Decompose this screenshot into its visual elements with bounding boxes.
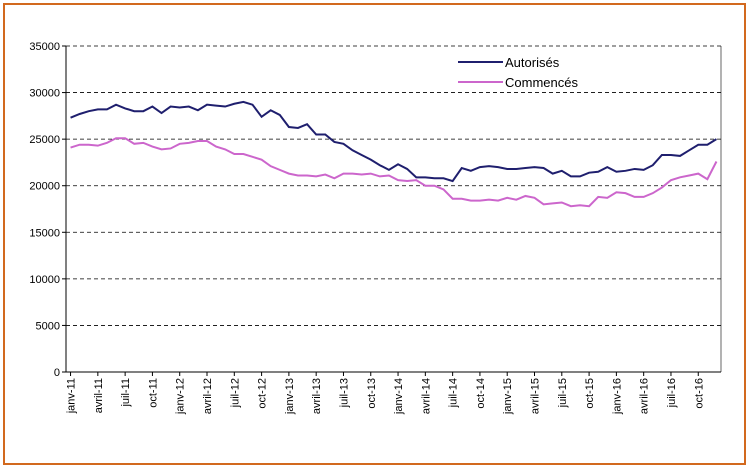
y-tick-label: 5000 bbox=[36, 320, 60, 332]
y-tick-label: 30000 bbox=[29, 88, 60, 100]
x-tick-label: oct-14 bbox=[475, 378, 487, 409]
x-tick-label: avril-12 bbox=[202, 378, 214, 414]
x-tick-label: janv-12 bbox=[175, 378, 187, 415]
frame bbox=[3, 3, 746, 465]
x-tick-label: oct-12 bbox=[257, 378, 269, 409]
y-tick-label: 35000 bbox=[29, 41, 60, 53]
x-tick-label: oct-16 bbox=[693, 378, 705, 409]
series-line bbox=[70, 100, 717, 183]
x-tick-label: juil-12 bbox=[229, 378, 241, 408]
legend-label: Autorisés bbox=[505, 55, 560, 70]
x-tick-label: avril-14 bbox=[420, 378, 432, 414]
x-tick-label: juil-11 bbox=[120, 378, 132, 408]
x-tick-label: janv-16 bbox=[611, 378, 623, 415]
x-tick-label: avril-11 bbox=[93, 378, 105, 413]
y-tick-label: 15000 bbox=[29, 227, 60, 239]
x-tick-label: juil-13 bbox=[338, 378, 350, 408]
x-tick-label: oct-15 bbox=[584, 378, 596, 409]
x-tick-label: avril-15 bbox=[530, 378, 542, 414]
x-tick-label: avril-13 bbox=[311, 378, 323, 414]
x-tick-label: juil-16 bbox=[666, 378, 678, 408]
x-tick-label: janv-15 bbox=[502, 378, 514, 415]
x-tick-label: oct-11 bbox=[147, 378, 159, 408]
x-tick-label: janv-14 bbox=[393, 378, 405, 415]
y-tick-label: 0 bbox=[54, 367, 60, 379]
legend-label: Commencés bbox=[505, 75, 578, 90]
x-tick-label: avril-16 bbox=[639, 378, 651, 414]
x-tick-label: juil-15 bbox=[557, 378, 569, 408]
x-tick-label: janv-11 bbox=[66, 378, 78, 414]
x-tick-label: janv-13 bbox=[284, 378, 296, 415]
series-line bbox=[70, 137, 718, 208]
x-tick-label: oct-13 bbox=[366, 378, 378, 409]
x-tick-label: juil-14 bbox=[448, 378, 460, 408]
y-tick-label: 20000 bbox=[29, 181, 60, 193]
y-tick-label: 10000 bbox=[29, 274, 60, 286]
y-tick-label: 25000 bbox=[29, 134, 60, 146]
